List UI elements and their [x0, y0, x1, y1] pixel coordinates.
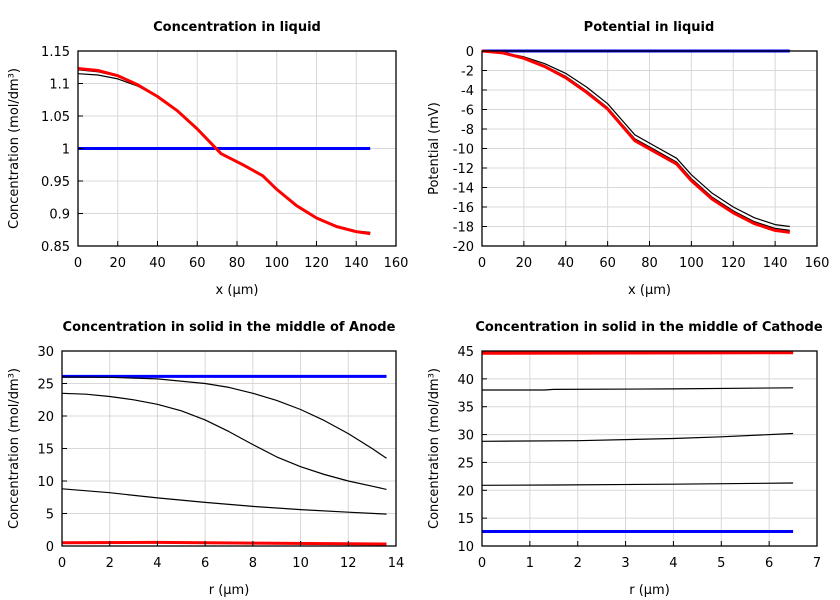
y-tick-label: 40 [457, 373, 474, 388]
y-tick-label: 20 [457, 484, 474, 499]
series-line-4 [482, 387, 794, 391]
y-tick-label: -20 [453, 240, 474, 255]
subplot-1: 0 20 40 60 80 100 120 140 160 0.85 0.9 0.95 1 1.05 1.1… [7, 20, 408, 298]
x-tick-label: 2 [574, 556, 582, 571]
y-tick-label: 1.1 [49, 78, 70, 93]
y-tick-label: 1 [62, 143, 70, 158]
x-axis-label: r (µm) [209, 583, 250, 598]
x-tick-label: 6 [201, 556, 209, 571]
y-tick-label: -14 [453, 182, 474, 197]
y-tick-label: 25 [37, 378, 54, 393]
x-tick-label: 6 [765, 556, 773, 571]
x-tick-label: 60 [599, 256, 616, 271]
y-axis-label: Concentration (mol/dm³) [7, 68, 22, 229]
y-tick-label: -6 [461, 104, 474, 119]
series-line-3 [482, 432, 794, 442]
x-tick-label: 3 [621, 556, 629, 571]
y-tick-label: 10 [37, 475, 54, 490]
y-tick-label: 30 [37, 345, 54, 360]
series-line-2 [482, 482, 794, 486]
y-tick-label: -16 [453, 201, 474, 216]
x-axis-label: x (µm) [216, 283, 259, 298]
chart-title: Concentration in solid in the middle of … [475, 320, 823, 335]
y-tick-label: -10 [453, 143, 474, 158]
y-tick-label: 0.95 [41, 175, 70, 190]
x-tick-label: 4 [153, 556, 161, 571]
series-line-4 [62, 488, 387, 515]
y-tick-label: 5 [46, 508, 54, 523]
y-tick-label: 25 [457, 456, 474, 471]
x-tick-label: 2 [106, 556, 114, 571]
y-tick-label: 1.05 [41, 110, 70, 125]
y-tick-label: -8 [461, 123, 474, 138]
x-tick-label: 8 [249, 556, 257, 571]
x-tick-label: 0 [478, 556, 486, 571]
x-axis-label: x (µm) [628, 283, 671, 298]
y-tick-label: 20 [37, 410, 54, 425]
series-line-3 [78, 69, 371, 234]
x-tick-label: 0 [478, 256, 486, 271]
x-tick-label: 40 [557, 256, 574, 271]
x-tick-label: 120 [304, 256, 329, 271]
x-tick-label: 1 [526, 556, 534, 571]
x-tick-label: 100 [679, 256, 704, 271]
y-tick-label: 0.9 [49, 208, 70, 223]
y-axis-label: Concentration (mol/dm³) [427, 368, 442, 529]
x-tick-label: 60 [189, 256, 206, 271]
y-tick-label: 35 [457, 401, 474, 416]
x-tick-label: 140 [344, 256, 369, 271]
x-tick-label: 40 [149, 256, 166, 271]
y-tick-label: 15 [37, 443, 54, 458]
x-tick-label: 5 [717, 556, 725, 571]
y-tick-label: 0.85 [41, 240, 70, 255]
x-tick-label: 80 [229, 256, 246, 271]
y-tick-label: 45 [457, 345, 474, 360]
y-tick-label: -12 [453, 162, 474, 177]
x-tick-label: 7 [813, 556, 821, 571]
x-tick-label: 14 [388, 556, 405, 571]
x-axis-label: r (µm) [629, 583, 670, 598]
x-tick-label: 10 [292, 556, 309, 571]
series-line-6 [482, 352, 794, 355]
x-tick-label: 120 [721, 256, 746, 271]
series-line-4 [78, 67, 371, 236]
chart-title: Concentration in liquid [153, 20, 321, 35]
x-tick-label: 20 [109, 256, 126, 271]
chart-title: Concentration in solid in the middle of … [63, 320, 396, 335]
subplot-3: 0 2 4 6 8 10 12 14 0 5 10 15 20 25 30 Concentration in … [7, 320, 404, 598]
y-axis-label: Concentration (mol/dm³) [7, 368, 22, 529]
x-tick-label: 0 [58, 556, 66, 571]
y-tick-label: -18 [453, 221, 474, 236]
series-line-2 [482, 50, 790, 228]
series-line-2 [62, 376, 387, 459]
y-tick-label: -2 [461, 65, 474, 80]
chart-title: Potential in liquid [584, 20, 715, 35]
y-tick-label: 30 [457, 429, 474, 444]
x-tick-label: 100 [264, 256, 289, 271]
y-tick-label: -4 [461, 84, 474, 99]
series-line-4 [482, 49, 791, 234]
x-tick-label: 160 [805, 256, 830, 271]
x-tick-label: 20 [516, 256, 533, 271]
x-tick-label: 140 [763, 256, 788, 271]
x-tick-label: 80 [641, 256, 658, 271]
y-tick-label: 1.15 [41, 45, 70, 60]
y-axis-label: Potential (mV) [427, 102, 442, 195]
y-tick-label: 0 [46, 540, 54, 555]
x-tick-label: 160 [384, 256, 409, 271]
x-tick-label: 4 [669, 556, 677, 571]
y-tick-label: 15 [457, 512, 474, 527]
x-tick-label: 12 [340, 556, 357, 571]
y-tick-label: 10 [457, 540, 474, 555]
series-line-2 [78, 73, 371, 233]
x-tick-label: 0 [74, 256, 82, 271]
y-tick-label: 0 [466, 45, 474, 60]
series-line-5 [62, 540, 387, 546]
plot-frame [481, 350, 818, 547]
series-line-3 [62, 392, 387, 490]
subplot-2: 0 20 40 60 80 100 120 140 160-20-18-16-14-12-10-… [427, 20, 829, 298]
